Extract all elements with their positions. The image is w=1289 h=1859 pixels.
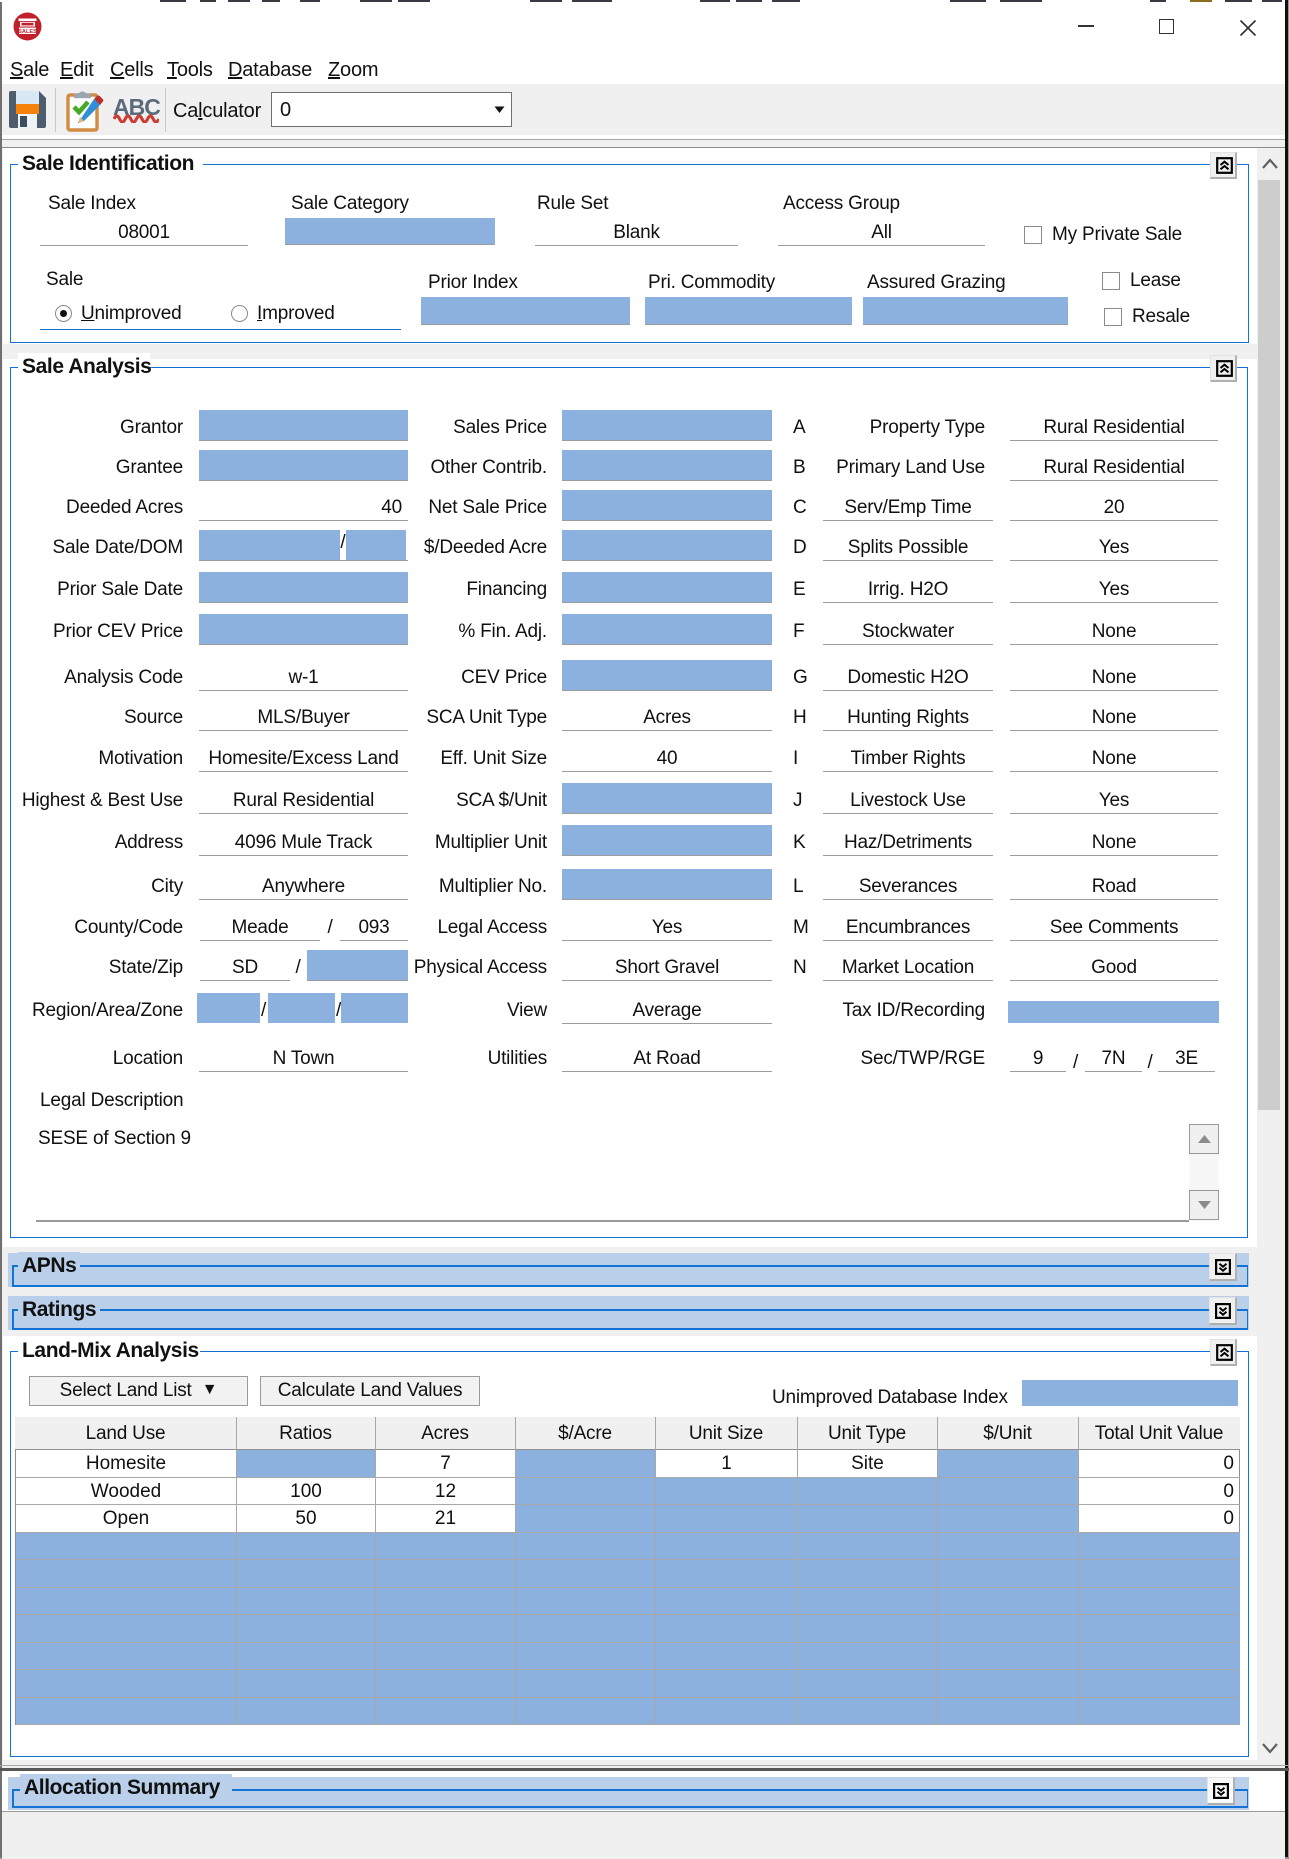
svg-text:SALES: SALES [18, 29, 37, 35]
